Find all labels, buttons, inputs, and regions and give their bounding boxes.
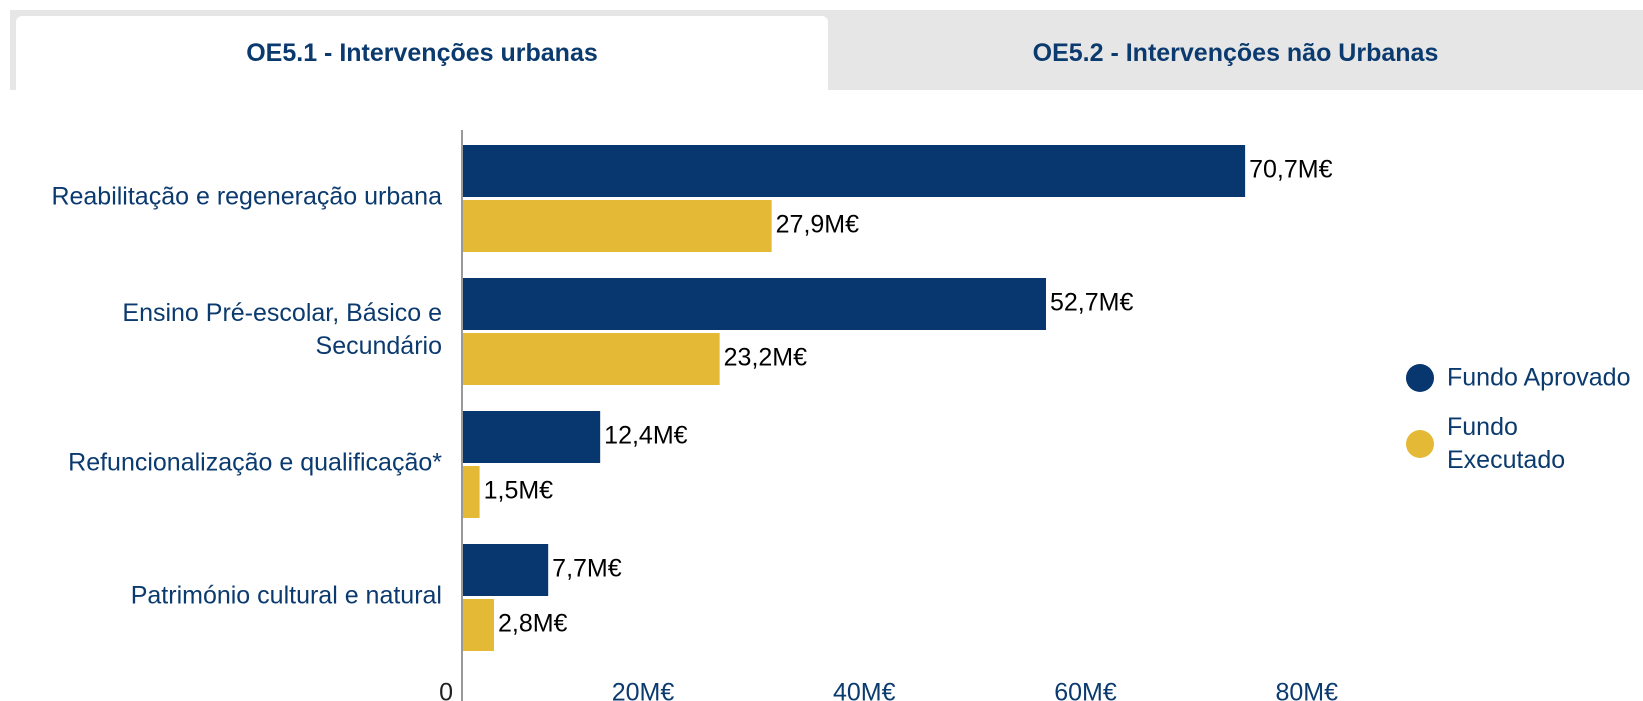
data-label: 1,5M€ xyxy=(484,477,554,505)
bar xyxy=(463,333,720,385)
bar xyxy=(463,544,549,596)
legend-label: Fundo Executado xyxy=(1447,413,1566,474)
bar xyxy=(463,466,480,518)
data-label: 70,7M€ xyxy=(1249,156,1332,184)
tab-bar: OE5.1 - Intervenções urbanas OE5.2 - Int… xyxy=(10,10,1643,90)
legend-marker xyxy=(1406,364,1434,392)
tab[interactable]: OE5.2 - Intervenções não Urbanas xyxy=(1032,38,1439,67)
category-label: Ensino Pré-escolar, Básico e Secundário xyxy=(122,299,442,360)
bar xyxy=(463,599,494,651)
bar xyxy=(463,278,1046,330)
x-tick-label: 40M€ xyxy=(833,679,896,701)
data-label: 2,8M€ xyxy=(498,610,568,638)
legend-label: Fundo Aprovado xyxy=(1447,363,1631,392)
x-tick-label: 60M€ xyxy=(1054,679,1117,701)
data-label: 23,2M€ xyxy=(724,344,807,372)
legend-marker xyxy=(1406,430,1434,458)
data-label: 7,7M€ xyxy=(552,555,622,583)
bar xyxy=(463,200,772,252)
data-label: 12,4M€ xyxy=(604,422,687,450)
category-label: Refuncionalização e qualificação* xyxy=(68,448,442,477)
x-tick-label: 20M€ xyxy=(612,679,675,701)
category-label: Reabilitação e regeneração urbana xyxy=(51,182,442,211)
category-label: Património cultural e natural xyxy=(130,581,442,610)
data-label: 27,9M€ xyxy=(776,211,859,239)
bar xyxy=(463,145,1246,197)
x-tick-label: 80M€ xyxy=(1275,679,1338,701)
tab[interactable]: OE5.1 - Intervenções urbanas xyxy=(16,16,828,90)
x-tick-label: 0 xyxy=(439,679,453,701)
data-label: 52,7M€ xyxy=(1050,289,1133,317)
bar xyxy=(463,411,601,463)
